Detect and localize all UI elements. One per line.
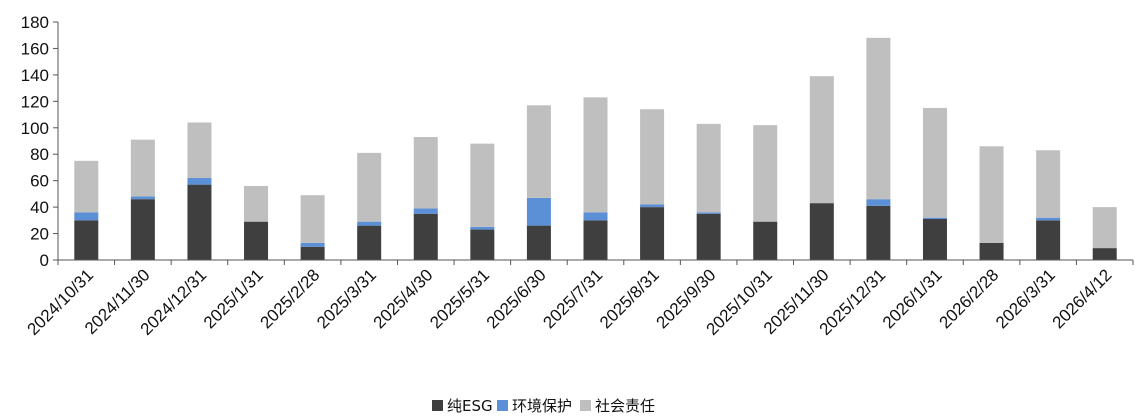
bar-segment-series-2-2025-3-31 (357, 152, 382, 222)
x-tick-label: 2026/4/12 (1049, 265, 1116, 332)
y-tick-label: 0 (40, 251, 49, 270)
bar-segment-series-0-2025-4-30 (413, 213, 438, 260)
bar-segment-series-0-2025-1-31 (244, 221, 269, 260)
bar-segment-series-1-2026-3-31 (1036, 217, 1061, 221)
bar-segment-series-1-2025-2-28 (300, 242, 325, 247)
bar-segment-series-2-2025-5-31 (470, 143, 495, 227)
bar-segment-series-2-2024-12-31 (187, 122, 212, 179)
y-tick-label: 160 (21, 39, 49, 58)
bar-segment-series-2-2025-6-30 (526, 105, 551, 198)
x-tick-label: 2025/7/31 (539, 265, 606, 332)
bar-segment-series-0-2026-2-28 (979, 242, 1004, 260)
x-tick-label: 2026/1/31 (879, 265, 946, 332)
bar-segment-series-2-2025-1-31 (244, 185, 269, 222)
x-tick-label: 2025/4/30 (370, 265, 437, 332)
bar-segment-series-0-2026-4-12 (1092, 248, 1117, 260)
bar-segment-series-2-2026-3-31 (1036, 150, 1061, 218)
y-axis: 0 20 40 60 80 100 120 140 160 180 (21, 13, 59, 270)
bar-segment-series-0-2026-3-31 (1036, 220, 1061, 260)
y-tick-label: 60 (30, 172, 49, 191)
bar-segment-series-1-2025-5-31 (470, 226, 495, 230)
x-axis: 2024/10/312024/11/302024/12/312025/1/312… (24, 259, 1134, 339)
legend-label-series-0: 纯ESG (447, 397, 493, 415)
legend: 纯ESG 环境保护 社会责任 (432, 397, 655, 415)
bar-segment-series-0-2024-10-31 (74, 220, 99, 260)
legend-swatch-series-0 (432, 400, 443, 411)
bar-segment-series-2-2025-9-30 (696, 123, 721, 213)
bar-segment-series-2-2025-12-31 (866, 37, 891, 200)
bars (74, 37, 1117, 260)
legend-swatch-series-1 (497, 400, 508, 411)
x-tick-label: 2025/2/28 (257, 265, 324, 332)
bar-segment-series-1-2024-11-30 (130, 196, 155, 200)
bar-segment-series-1-2025-12-31 (866, 199, 891, 206)
legend-label-series-1: 环境保护 (512, 397, 572, 415)
bar-segment-series-0-2025-7-31 (583, 220, 608, 260)
y-tick-label: 80 (30, 145, 49, 164)
bar-segment-series-2-2026-4-12 (1092, 207, 1117, 249)
bar-segment-series-2-2025-2-28 (300, 195, 325, 243)
bar-segment-series-1-2025-7-31 (583, 212, 608, 221)
bar-segment-series-2-2025-8-31 (640, 109, 665, 205)
x-tick-label: 2025/5/31 (426, 265, 493, 332)
bar-segment-series-2-2026-2-28 (979, 146, 1004, 243)
bar-segment-series-0-2025-3-31 (357, 225, 382, 260)
bar-segment-series-2-2024-11-30 (130, 139, 155, 197)
bar-segment-series-2-2025-10-31 (753, 125, 778, 222)
bar-segment-series-2-2025-7-31 (583, 97, 608, 213)
bar-segment-series-1-2025-3-31 (357, 221, 382, 226)
bar-segment-series-1-2026-1-31 (922, 217, 947, 220)
bar-segment-series-0-2024-11-30 (130, 199, 155, 260)
bar-segment-series-0-2025-10-31 (753, 221, 778, 260)
legend-swatch-series-2 (580, 400, 591, 411)
bar-segment-series-0-2025-8-31 (640, 207, 665, 260)
bar-segment-series-0-2025-11-30 (809, 203, 834, 260)
legend-label-series-2: 社会责任 (595, 397, 655, 415)
bar-segment-series-1-2025-8-31 (640, 204, 665, 208)
y-tick-label: 120 (21, 92, 49, 111)
x-tick-label: 2025/6/30 (483, 265, 550, 332)
bar-segment-series-0-2025-12-31 (866, 205, 891, 260)
x-tick-label: 2025/8/31 (596, 265, 663, 332)
bar-segment-series-2-2024-10-31 (74, 160, 99, 213)
bar-segment-series-2-2025-11-30 (809, 76, 834, 204)
bar-segment-series-0-2025-9-30 (696, 213, 721, 260)
bar-segment-series-2-2026-1-31 (922, 107, 947, 218)
x-tick-label: 2026/2/28 (935, 265, 1002, 332)
bar-segment-series-1-2024-12-31 (187, 178, 212, 185)
y-tick-label: 20 (30, 225, 49, 244)
bar-segment-series-1-2025-9-30 (696, 212, 721, 214)
bar-segment-series-1-2025-6-30 (526, 197, 551, 226)
x-tick-label: 2025/3/31 (313, 265, 380, 332)
y-tick-label: 40 (30, 198, 49, 217)
x-tick-label: 2025/1/31 (200, 265, 267, 332)
y-tick-label: 140 (21, 66, 49, 85)
bar-segment-series-1-2024-10-31 (74, 212, 99, 221)
y-tick-label: 180 (21, 13, 49, 32)
bar-segment-series-0-2025-2-28 (300, 246, 325, 260)
bar-segment-series-0-2025-6-30 (526, 225, 551, 260)
bar-segment-series-2-2025-4-30 (413, 137, 438, 209)
x-tick-label: 2026/3/31 (992, 265, 1059, 332)
bar-segment-series-0-2026-1-31 (922, 219, 947, 260)
bar-segment-series-0-2024-12-31 (187, 184, 212, 260)
bar-segment-series-0-2025-5-31 (470, 229, 495, 260)
y-tick-label: 100 (21, 119, 49, 138)
bar-segment-series-1-2025-4-30 (413, 208, 438, 214)
